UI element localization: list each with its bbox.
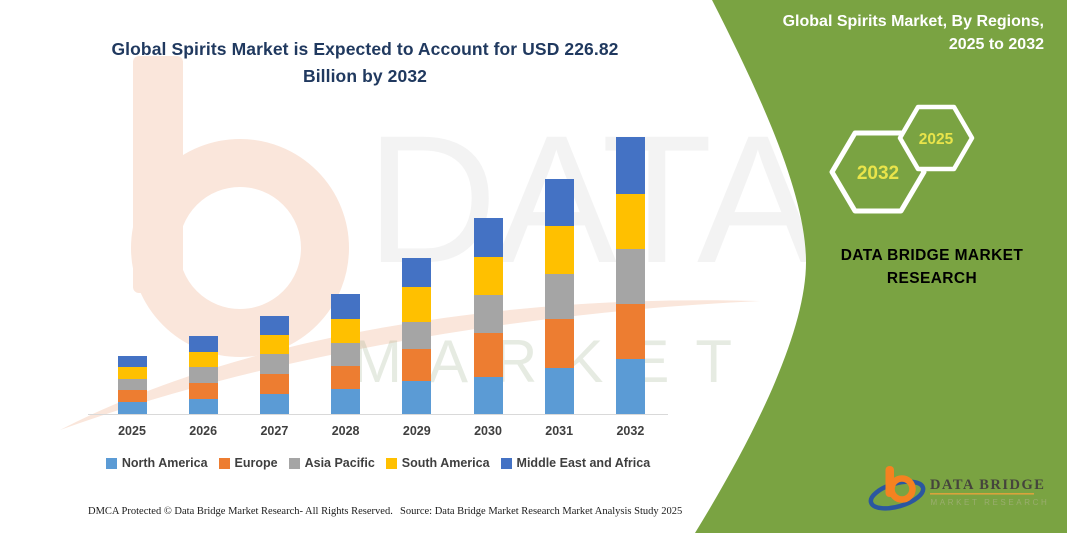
- bar-segment: [402, 381, 432, 414]
- bar-segment: [615, 137, 645, 194]
- legend-swatch: [385, 457, 397, 469]
- footer-dmca-text: DMCA Protected © Data Bridge Market Rese…: [88, 506, 393, 517]
- bar-segment: [544, 225, 574, 274]
- bar-segment: [402, 349, 432, 382]
- bar-segment: [473, 217, 503, 257]
- bar-segment: [331, 343, 361, 367]
- bar-segment: [331, 366, 361, 390]
- plot-area: [88, 129, 668, 415]
- bar-segment: [331, 294, 361, 320]
- panel-heading-line1: Global Spirits Market, By Regions,: [782, 13, 1044, 30]
- bar-segment: [615, 248, 645, 305]
- bar-segment: [402, 321, 432, 350]
- panel-brand-text: DATA BRIDGE MARKET RESEARCH: [832, 244, 1032, 290]
- stacked-bar-2025: [117, 356, 147, 414]
- stacked-bar-2026: [188, 336, 218, 414]
- bar-segment: [188, 399, 218, 414]
- chart-title-line1: Global Spirits Market is Expected to Acc…: [111, 39, 619, 59]
- x-axis-label: 2031: [545, 424, 574, 438]
- bar-segment: [259, 374, 289, 395]
- bar-segment: [259, 354, 289, 375]
- x-axis-label: 2027: [260, 424, 289, 438]
- bar-segment: [117, 367, 147, 379]
- stacked-bar-2031: [544, 178, 574, 414]
- legend-label: Middle East and Africa: [516, 456, 651, 470]
- legend-swatch: [105, 457, 117, 469]
- panel-brand-line2: RESEARCH: [886, 270, 978, 287]
- chart-title-line2: Billion by 2032: [302, 66, 428, 86]
- bar-segment: [188, 352, 218, 368]
- bar-segment: [473, 377, 503, 414]
- panel-heading-line2: 2025 to 2032: [948, 36, 1044, 53]
- bar-segment: [188, 383, 218, 400]
- bar-segment: [473, 256, 503, 295]
- stacked-bar-2028: [331, 294, 361, 414]
- bar-segment: [117, 390, 147, 402]
- bar-segment: [117, 356, 147, 367]
- x-axis-label: 2028: [331, 424, 360, 438]
- bar-segment: [331, 319, 361, 344]
- x-axis-labels: 2025 2026 2027 2028 2029 2030 2031 2032: [88, 424, 668, 440]
- x-axis-label: 2032: [616, 424, 645, 438]
- legend-item: North America: [105, 456, 208, 470]
- footer-source-text: Source: Data Bridge Market Research Mark…: [400, 506, 683, 517]
- bar-segment: [402, 257, 432, 287]
- bar-segment: [402, 286, 432, 322]
- x-axis-label: 2030: [474, 424, 502, 438]
- x-axis-label: 2026: [189, 424, 218, 438]
- bar-segment: [259, 335, 289, 355]
- bar-segment: [544, 319, 574, 369]
- bar-segment: [544, 368, 574, 414]
- bar-segment: [259, 394, 289, 414]
- bar-segment: [473, 333, 503, 378]
- bar-segment: [331, 389, 361, 414]
- panel-heading: Global Spirits Market, By Regions, 2025 …: [724, 10, 1044, 56]
- panel-brand-line1: DATA BRIDGE MARKET: [840, 247, 1024, 264]
- bar-segment: [188, 336, 218, 353]
- legend: North America Europe Asia Pacific South Ame…: [88, 456, 668, 470]
- x-axis-label: 2025: [118, 424, 146, 438]
- legend-swatch: [218, 457, 230, 469]
- x-axis-label: 2029: [402, 424, 431, 438]
- watermark-b-bowl: [131, 139, 349, 357]
- chart-title: Global Spirits Market is Expected to Acc…: [95, 36, 635, 90]
- legend-label: North America: [121, 456, 208, 470]
- legend-item: South America: [385, 456, 490, 470]
- legend-item: Europe: [218, 456, 278, 470]
- stacked-bar-2032: [615, 137, 645, 414]
- bar-segment: [188, 367, 218, 384]
- bar-segment: [615, 193, 645, 249]
- bar-segment: [117, 379, 147, 390]
- stacked-bar-2030: [473, 217, 503, 414]
- legend-item: Middle East and Africa: [500, 456, 651, 470]
- bar-segment: [117, 402, 147, 414]
- bar-segment: [259, 315, 289, 336]
- legend-label: South America: [401, 456, 490, 470]
- bar-segment: [544, 178, 574, 226]
- bar-segment: [473, 294, 503, 334]
- legend-swatch: [500, 457, 512, 469]
- legend-swatch: [288, 457, 300, 469]
- stacked-bar-2029: [402, 257, 432, 414]
- bar-segment: [615, 304, 645, 360]
- legend-label: Europe: [234, 456, 278, 470]
- bar-segment: [544, 273, 574, 320]
- bar-segment: [615, 359, 645, 414]
- legend-item: Asia Pacific: [288, 456, 375, 470]
- stacked-bar-2027: [259, 315, 289, 414]
- legend-label: Asia Pacific: [304, 456, 375, 470]
